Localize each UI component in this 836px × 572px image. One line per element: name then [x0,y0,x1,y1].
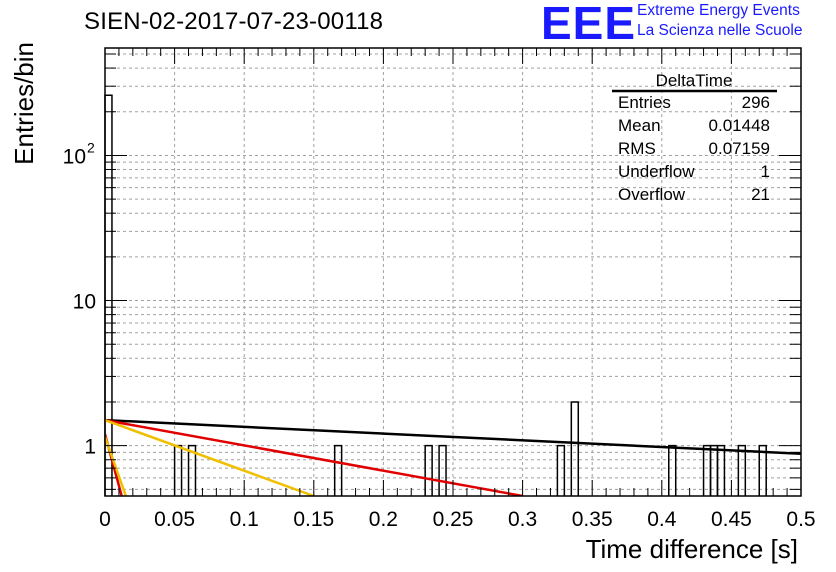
stats-label: Underflow [618,162,695,181]
stats-label: RMS [618,139,656,158]
y-tick-label: 10 [63,145,86,168]
y-tick-label-exponent: 2 [87,139,95,155]
stats-value: 296 [741,93,770,112]
y-axis-label: Entries/bin [9,42,39,165]
histogram-bin [556,444,566,496]
x-tick-label: 0.35 [572,508,613,531]
histogram-bin [709,444,719,496]
stats-label: Overflow [618,185,686,204]
histogram-bin [737,444,747,496]
x-tick-labels: 0 0.05 0.1 0.15 0.2 0.25 0.3 0.35 0.4 0.45 0.5 [99,508,815,531]
x-tick-label: 0.45 [711,508,752,531]
stats-value: 0.07159 [708,139,770,158]
logo-subtitle-2: La Scienza nelle Scuole [637,22,803,39]
y-tick-label: 1 [84,436,96,459]
x-tick-label: 0.2 [369,508,398,531]
histogram-bin [333,444,343,496]
x-tick-label: 0.4 [647,508,677,531]
x-tick-label: 0.3 [508,508,537,531]
y-tick-label: 10 [73,291,96,314]
stats-value: 21 [751,185,770,204]
histogram-bin [758,444,767,496]
stats-label: Mean [618,116,661,135]
histogram-bin [716,444,726,496]
x-tick-label: 0.25 [433,508,474,531]
x-tick-label: 0.15 [293,508,334,531]
fit-curve [105,418,315,496]
histogram-bin [424,444,433,496]
histogram-bin [187,444,197,496]
eee-logo: EEE [541,0,637,49]
x-tick-label: 0.05 [154,508,195,531]
run-title: SIEN-02-2017-07-23-00118 [84,8,384,35]
logo-subtitle-1: Extreme Energy Events [637,2,800,19]
stats-box-title: DeltaTime [655,71,733,90]
x-tick-label: 0.5 [786,508,815,531]
axis-ticks [104,48,802,496]
histogram-bin [668,444,677,496]
x-tick-label: 0.1 [230,508,259,531]
x-tick-label: 0 [99,508,111,531]
histogram-bin [438,444,447,496]
x-axis-label: Time difference [s] [586,534,798,564]
histogram-bin [173,444,183,496]
stats-value: 1 [760,162,770,181]
stats-value: 0.01448 [708,116,770,135]
fit-curve [105,418,801,455]
grid-lines [105,48,801,496]
histogram-bin [570,401,580,496]
histogram-bars [104,94,767,496]
histogram-bin [702,444,712,496]
fit-curve [105,436,128,496]
stats-label: Entries [618,93,671,112]
